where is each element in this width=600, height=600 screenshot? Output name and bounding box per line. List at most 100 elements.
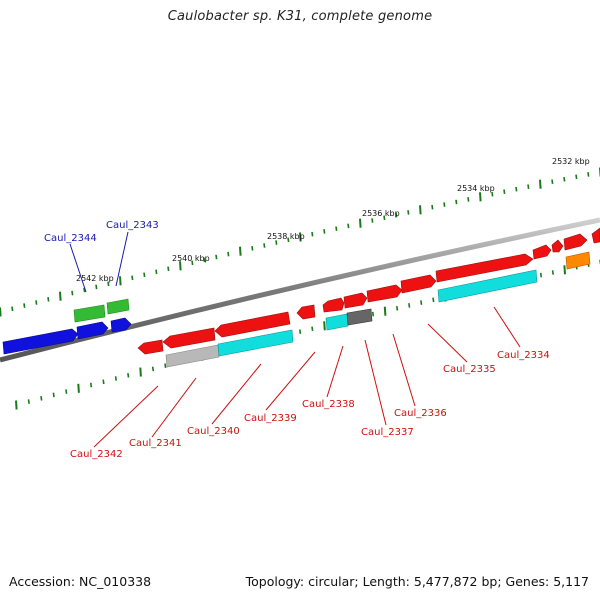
- outer-tick-track: [0, 167, 600, 317]
- outer-tick: [347, 223, 350, 229]
- outer-tick: [155, 269, 158, 275]
- label-caul-2338: Caul_2338: [302, 399, 355, 410]
- label-caul-2336: Caul_2336: [394, 408, 447, 419]
- forward-gene-track: [2, 227, 600, 355]
- outer-tick: [467, 197, 470, 202]
- inner-tick: [40, 395, 43, 401]
- leader-caul-2338: [326, 345, 344, 398]
- label-caul-2343: Caul_2343: [106, 220, 159, 231]
- inner-tick: [27, 399, 30, 404]
- gene-caul-2334[interactable]: [435, 253, 534, 283]
- gene-caul-2335[interactable]: [400, 274, 437, 294]
- leader-caul-2339: [265, 351, 316, 411]
- outer-tick: [263, 243, 266, 248]
- genome-backbone: [0, 217, 600, 363]
- outer-tick: [239, 246, 242, 256]
- gene-cyan-3[interactable]: [437, 269, 538, 303]
- inner-tick: [311, 326, 314, 332]
- outer-tick: [179, 261, 182, 271]
- inner-tick: [77, 383, 80, 393]
- gene-caul-2343[interactable]: [106, 298, 130, 315]
- inner-tick: [408, 303, 411, 308]
- inner-tick: [65, 389, 68, 394]
- leader-caul-2334: [493, 306, 521, 348]
- reverse-gene-track: [165, 251, 591, 368]
- gene-darkgray[interactable]: [346, 308, 373, 326]
- outer-tick: [299, 232, 302, 242]
- kbp-label-2536: 2536 kbp: [362, 209, 400, 218]
- outer-tick: [71, 290, 74, 296]
- outer-tick: [503, 189, 506, 195]
- gene-gray-long[interactable]: [165, 344, 220, 368]
- label-caul-2342: Caul_2342: [70, 449, 123, 460]
- outer-tick: [47, 296, 50, 302]
- leader-caul-2342: [93, 385, 159, 448]
- outer-tick: [575, 174, 578, 180]
- label-caul-2339: Caul_2339: [244, 413, 297, 424]
- gene-upper-red-1[interactable]: [532, 244, 552, 260]
- inner-tick: [396, 305, 399, 311]
- outer-tick: [455, 199, 458, 205]
- gene-caul-2337[interactable]: [343, 292, 368, 309]
- kbp-label-2542: 2542 kbp: [76, 274, 114, 283]
- page-title: Caulobacter sp. K31, complete genome: [167, 9, 433, 24]
- gene-caul-2344[interactable]: [73, 304, 106, 323]
- outer-tick: [215, 254, 218, 260]
- outer-tick: [419, 205, 422, 215]
- outer-tick: [23, 303, 26, 308]
- leader-caul-2344: [69, 243, 87, 293]
- outer-tick: [83, 287, 86, 293]
- label-caul-2337: Caul_2337: [361, 427, 414, 438]
- inner-tick: [127, 372, 130, 378]
- inner-tick: [164, 363, 167, 369]
- outer-tick: [119, 276, 122, 286]
- inner-tick: [52, 392, 55, 398]
- inner-tick: [383, 306, 387, 316]
- gene-caul-2336[interactable]: [366, 284, 403, 303]
- inner-tick: [299, 329, 302, 335]
- inner-tick: [139, 367, 142, 377]
- gene-upper-red-3[interactable]: [563, 233, 588, 251]
- gene-blue-2[interactable]: [76, 321, 109, 340]
- label-caul-2341: Caul_2341: [129, 438, 182, 449]
- inner-tick: [323, 321, 326, 331]
- gene-caul-2339[interactable]: [296, 304, 316, 320]
- gene-upper-red-2[interactable]: [551, 239, 564, 253]
- gene-cyan-1[interactable]: [217, 329, 294, 357]
- kbp-label-2538: 2538 kbp: [267, 232, 305, 241]
- outer-tick: [59, 291, 62, 301]
- gene-caul-2338[interactable]: [322, 297, 345, 313]
- label-caul-2335: Caul_2335: [443, 364, 496, 375]
- outer-tick: [143, 272, 146, 278]
- outer-tick: [359, 218, 362, 228]
- kbp-label-2534: 2534 kbp: [457, 184, 495, 193]
- inner-tick: [151, 366, 155, 372]
- inner-tick: [420, 300, 423, 305]
- gene-caul-2342[interactable]: [137, 339, 164, 355]
- outer-tick: [371, 218, 374, 223]
- outer-tick: [0, 307, 2, 317]
- outer-tick: [275, 240, 278, 245]
- gene-blue-3[interactable]: [110, 317, 132, 333]
- outer-tick: [491, 191, 494, 197]
- leader-caul-2340: [211, 363, 262, 425]
- gene-upper-red-4[interactable]: [591, 227, 600, 244]
- inner-tick: [563, 265, 566, 275]
- outer-tick: [251, 245, 254, 251]
- label-caul-2344: Caul_2344: [44, 233, 97, 244]
- label-caul-2334: Caul_2334: [497, 350, 550, 361]
- kbp-label-2540: 2540 kbp: [172, 254, 210, 263]
- gene-caul-2340[interactable]: [214, 311, 291, 338]
- outer-tick: [515, 186, 518, 192]
- gene-caul-2341[interactable]: [162, 327, 216, 349]
- gene-cyan-2[interactable]: [325, 313, 349, 331]
- gene-blue-1[interactable]: [2, 328, 79, 355]
- accession-text: Accession: NC_010338: [9, 574, 152, 589]
- outer-tick: [35, 300, 38, 305]
- label-caul-2340: Caul_2340: [187, 426, 240, 437]
- outer-tick: [587, 172, 590, 177]
- gene-orange[interactable]: [565, 251, 591, 270]
- label-leaders: [69, 231, 521, 448]
- outer-tick: [167, 266, 170, 272]
- outer-tick: [551, 179, 554, 185]
